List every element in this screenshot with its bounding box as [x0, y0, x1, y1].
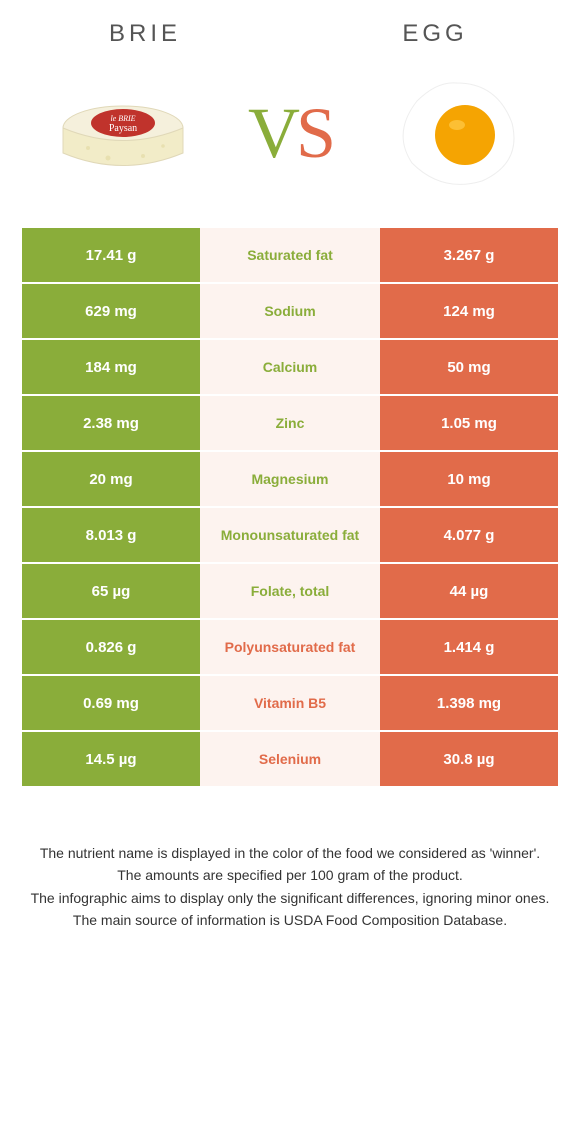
images-row: le BRIE Paysan VS — [0, 58, 580, 228]
cell-right-value: 124 mg — [380, 284, 558, 338]
cell-right-value: 4.077 g — [380, 508, 558, 562]
table-row: 8.013 gMonounsaturated fat4.077 g — [22, 508, 558, 564]
table-row: 17.41 gSaturated fat3.267 g — [22, 228, 558, 284]
table-row: 14.5 µgSelenium30.8 µg — [22, 732, 558, 788]
cell-right-value: 50 mg — [380, 340, 558, 394]
cell-right-value: 1.414 g — [380, 620, 558, 674]
header-row: BRIE EGG — [0, 0, 580, 58]
cell-right-value: 30.8 µg — [380, 732, 558, 786]
cell-right-value: 3.267 g — [380, 228, 558, 282]
cell-nutrient-name: Selenium — [200, 732, 380, 786]
cell-nutrient-name: Polyunsaturated fat — [200, 620, 380, 674]
table-row: 0.826 gPolyunsaturated fat1.414 g — [22, 620, 558, 676]
cell-right-value: 1.05 mg — [380, 396, 558, 450]
egg-icon — [387, 73, 527, 193]
cell-left-value: 0.69 mg — [22, 676, 200, 730]
cell-left-value: 0.826 g — [22, 620, 200, 674]
egg-image — [377, 68, 537, 198]
cell-left-value: 184 mg — [22, 340, 200, 394]
cell-nutrient-name: Saturated fat — [200, 228, 380, 282]
brie-icon: le BRIE Paysan — [48, 78, 198, 188]
table-row: 20 mgMagnesium10 mg — [22, 452, 558, 508]
table-row: 0.69 mgVitamin B51.398 mg — [22, 676, 558, 732]
vs-s-letter: S — [296, 93, 332, 173]
cell-right-value: 44 µg — [380, 564, 558, 618]
footer-line-3: The infographic aims to display only the… — [30, 888, 550, 908]
footer-notes: The nutrient name is displayed in the co… — [0, 788, 580, 952]
table-row: 2.38 mgZinc1.05 mg — [22, 396, 558, 452]
title-right: EGG — [290, 20, 580, 48]
table-row: 184 mgCalcium50 mg — [22, 340, 558, 396]
cell-left-value: 8.013 g — [22, 508, 200, 562]
cell-left-value: 629 mg — [22, 284, 200, 338]
cell-left-value: 20 mg — [22, 452, 200, 506]
svg-text:Paysan: Paysan — [108, 123, 136, 134]
footer-line-1: The nutrient name is displayed in the co… — [30, 843, 550, 863]
cell-nutrient-name: Calcium — [200, 340, 380, 394]
vs-v-letter: V — [248, 93, 296, 173]
cell-nutrient-name: Sodium — [200, 284, 380, 338]
cell-right-value: 1.398 mg — [380, 676, 558, 730]
footer-line-2: The amounts are specified per 100 gram o… — [30, 865, 550, 885]
cell-nutrient-name: Zinc — [200, 396, 380, 450]
vs-label: VS — [248, 92, 332, 175]
cell-left-value: 65 µg — [22, 564, 200, 618]
cell-nutrient-name: Vitamin B5 — [200, 676, 380, 730]
cell-left-value: 14.5 µg — [22, 732, 200, 786]
cell-left-value: 2.38 mg — [22, 396, 200, 450]
title-left: BRIE — [0, 20, 290, 48]
footer-line-4: The main source of information is USDA F… — [30, 910, 550, 930]
table-row: 629 mgSodium124 mg — [22, 284, 558, 340]
cell-nutrient-name: Folate, total — [200, 564, 380, 618]
cell-nutrient-name: Magnesium — [200, 452, 380, 506]
cell-nutrient-name: Monounsaturated fat — [200, 508, 380, 562]
comparison-table: 17.41 gSaturated fat3.267 g629 mgSodium1… — [22, 228, 558, 788]
brie-image: le BRIE Paysan — [43, 68, 203, 198]
cell-left-value: 17.41 g — [22, 228, 200, 282]
table-row: 65 µgFolate, total44 µg — [22, 564, 558, 620]
cell-right-value: 10 mg — [380, 452, 558, 506]
svg-text:le BRIE: le BRIE — [110, 114, 135, 123]
